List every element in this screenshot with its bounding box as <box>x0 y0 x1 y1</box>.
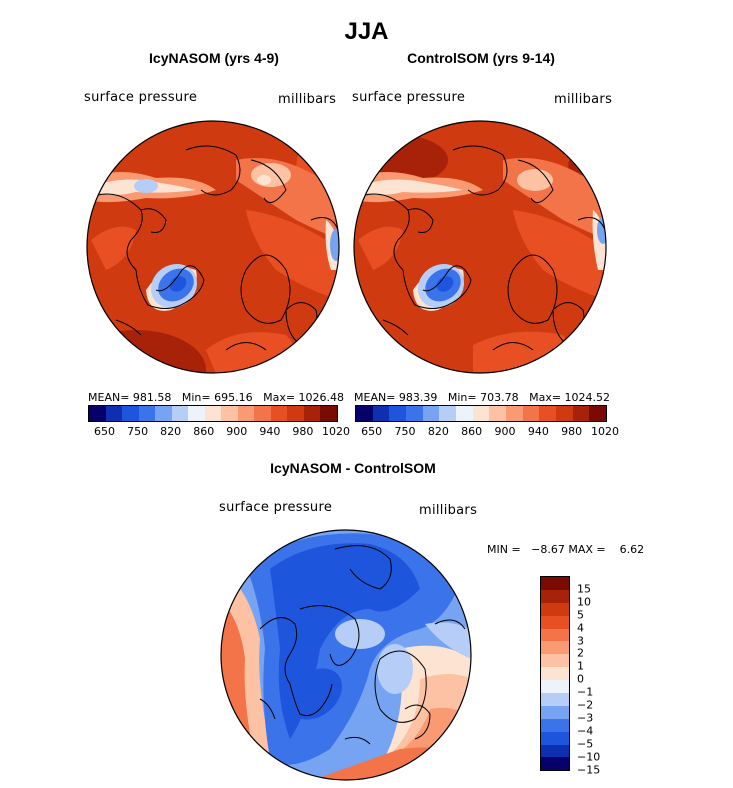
colorbar-swatch <box>287 406 304 421</box>
right-units-label: millibars <box>554 92 613 107</box>
colorbar-swatch <box>541 654 569 668</box>
colorbar-swatch <box>541 589 569 603</box>
colorbar-swatch <box>188 406 205 421</box>
colorbar-tick-label: 750 <box>127 425 149 438</box>
colorbar-swatch <box>389 406 407 421</box>
right-variable-label: surface pressure <box>352 90 466 105</box>
left-polar-map <box>86 120 340 374</box>
colorbar-swatch <box>422 406 440 421</box>
colorbar-swatch <box>372 406 390 421</box>
colorbar-swatch <box>472 406 490 421</box>
colorbar-level-label: −10 <box>577 750 601 764</box>
left-colorbar <box>88 405 338 422</box>
colorbar-tick-label: 650 <box>361 425 383 438</box>
colorbar-swatch <box>541 757 569 771</box>
right-colorbar <box>355 405 607 422</box>
right-panel-title: ControlSOM (yrs 9-14) <box>407 50 555 66</box>
colorbar-level-label: 0 <box>577 672 584 686</box>
colorbar-swatch <box>541 667 569 681</box>
diff-panel-title: IcyNASOM - ControlSOM <box>270 460 436 476</box>
colorbar-swatch <box>506 406 523 421</box>
colorbar-swatch <box>122 406 139 421</box>
colorbar-swatch <box>539 406 557 421</box>
left-variable-label: surface pressure <box>84 90 198 105</box>
colorbar-swatch <box>171 406 189 421</box>
colorbar-level-label: −1 <box>577 685 594 699</box>
left-panel-title: IcyNASOM (yrs 4-9) <box>149 50 279 66</box>
colorbar-swatch <box>221 406 238 421</box>
colorbar-tick-label: 900 <box>494 425 516 438</box>
colorbar-tick-label: 820 <box>427 425 449 438</box>
colorbar-tick-label: 900 <box>226 425 248 438</box>
right-polar-map <box>353 120 607 374</box>
colorbar-swatch <box>541 680 569 694</box>
colorbar-swatch <box>439 406 457 421</box>
colorbar-swatch <box>356 406 373 421</box>
left-colorbar-ticks: 650 750 820 860 900 940 980 1020 <box>88 425 350 439</box>
colorbar-tick-label: 980 <box>292 425 314 438</box>
colorbar-level-label: 5 <box>577 608 584 622</box>
colorbar-level-label: 15 <box>577 582 591 596</box>
colorbar-tick-label: 820 <box>160 425 182 438</box>
colorbar-swatch <box>456 406 473 421</box>
right-stats: MEAN= 983.39 Min= 703.78 Max= 1024.52 <box>354 391 611 404</box>
left-units-label: millibars <box>278 92 337 107</box>
diff-colorbar <box>540 576 570 772</box>
colorbar-tick-label: 940 <box>259 425 281 438</box>
diff-variable-label: surface pressure <box>219 500 333 515</box>
colorbar-level-label: −15 <box>577 763 601 776</box>
colorbar-level-label: 3 <box>577 634 584 647</box>
colorbar-tick-label: 650 <box>94 425 116 438</box>
colorbar-swatch <box>105 406 123 421</box>
colorbar-tick-label: 860 <box>461 425 483 438</box>
colorbar-swatch <box>254 406 271 421</box>
colorbar-level-label: −3 <box>577 711 594 725</box>
colorbar-swatch <box>541 744 569 758</box>
colorbar-tick-label: 1020 <box>591 425 619 438</box>
colorbar-swatch <box>541 718 569 732</box>
colorbar-level-label: 4 <box>577 621 584 635</box>
colorbar-swatch <box>541 693 569 706</box>
colorbar-swatch <box>489 406 507 421</box>
diff-polar-map <box>220 529 472 781</box>
colorbar-swatch <box>541 705 569 719</box>
left-stats: MEAN= 981.58 Min= 695.16 Max= 1026.48 <box>88 391 345 404</box>
colorbar-tick-label: 980 <box>561 425 583 438</box>
colorbar-level-label: −5 <box>577 737 594 751</box>
colorbar-swatch <box>237 406 255 421</box>
colorbar-swatch <box>204 406 222 421</box>
colorbar-level-label: 2 <box>577 646 584 660</box>
colorbar-swatch <box>541 577 569 590</box>
colorbar-swatch <box>303 406 321 421</box>
colorbar-swatch <box>522 406 540 421</box>
colorbar-swatch <box>155 406 172 421</box>
colorbar-tick-label: 750 <box>394 425 416 438</box>
diff-units-label: millibars <box>419 503 478 518</box>
colorbar-swatch <box>541 641 569 655</box>
diff-colorbar-labels: 15 10 5 4 3 2 1 0 −1 −2 −3 −4 −5 −10 −15 <box>577 576 617 776</box>
diff-stats: MIN = −8.67 MAX = 6.62 <box>487 543 645 556</box>
colorbar-swatch <box>572 406 590 421</box>
colorbar-level-label: 10 <box>577 595 591 609</box>
colorbar-level-label: −4 <box>577 724 594 738</box>
colorbar-swatch <box>541 615 569 629</box>
colorbar-swatch <box>320 406 337 421</box>
colorbar-level-label: −2 <box>577 698 594 712</box>
colorbar-tick-label: 1020 <box>322 425 350 438</box>
colorbar-tick-label: 940 <box>527 425 549 438</box>
colorbar-swatch <box>541 628 569 642</box>
colorbar-tick-label: 860 <box>193 425 215 438</box>
right-colorbar-ticks: 650 750 820 860 900 940 980 1020 <box>355 425 619 439</box>
colorbar-swatch <box>541 731 569 745</box>
colorbar-swatch <box>270 406 288 421</box>
colorbar-swatch <box>589 406 607 421</box>
colorbar-swatch <box>406 406 423 421</box>
colorbar-swatch <box>556 406 573 421</box>
colorbar-swatch <box>541 602 569 616</box>
colorbar-level-label: 1 <box>577 659 584 673</box>
colorbar-swatch <box>89 406 106 421</box>
colorbar-swatch <box>138 406 156 421</box>
figure-title: JJA <box>344 18 389 45</box>
